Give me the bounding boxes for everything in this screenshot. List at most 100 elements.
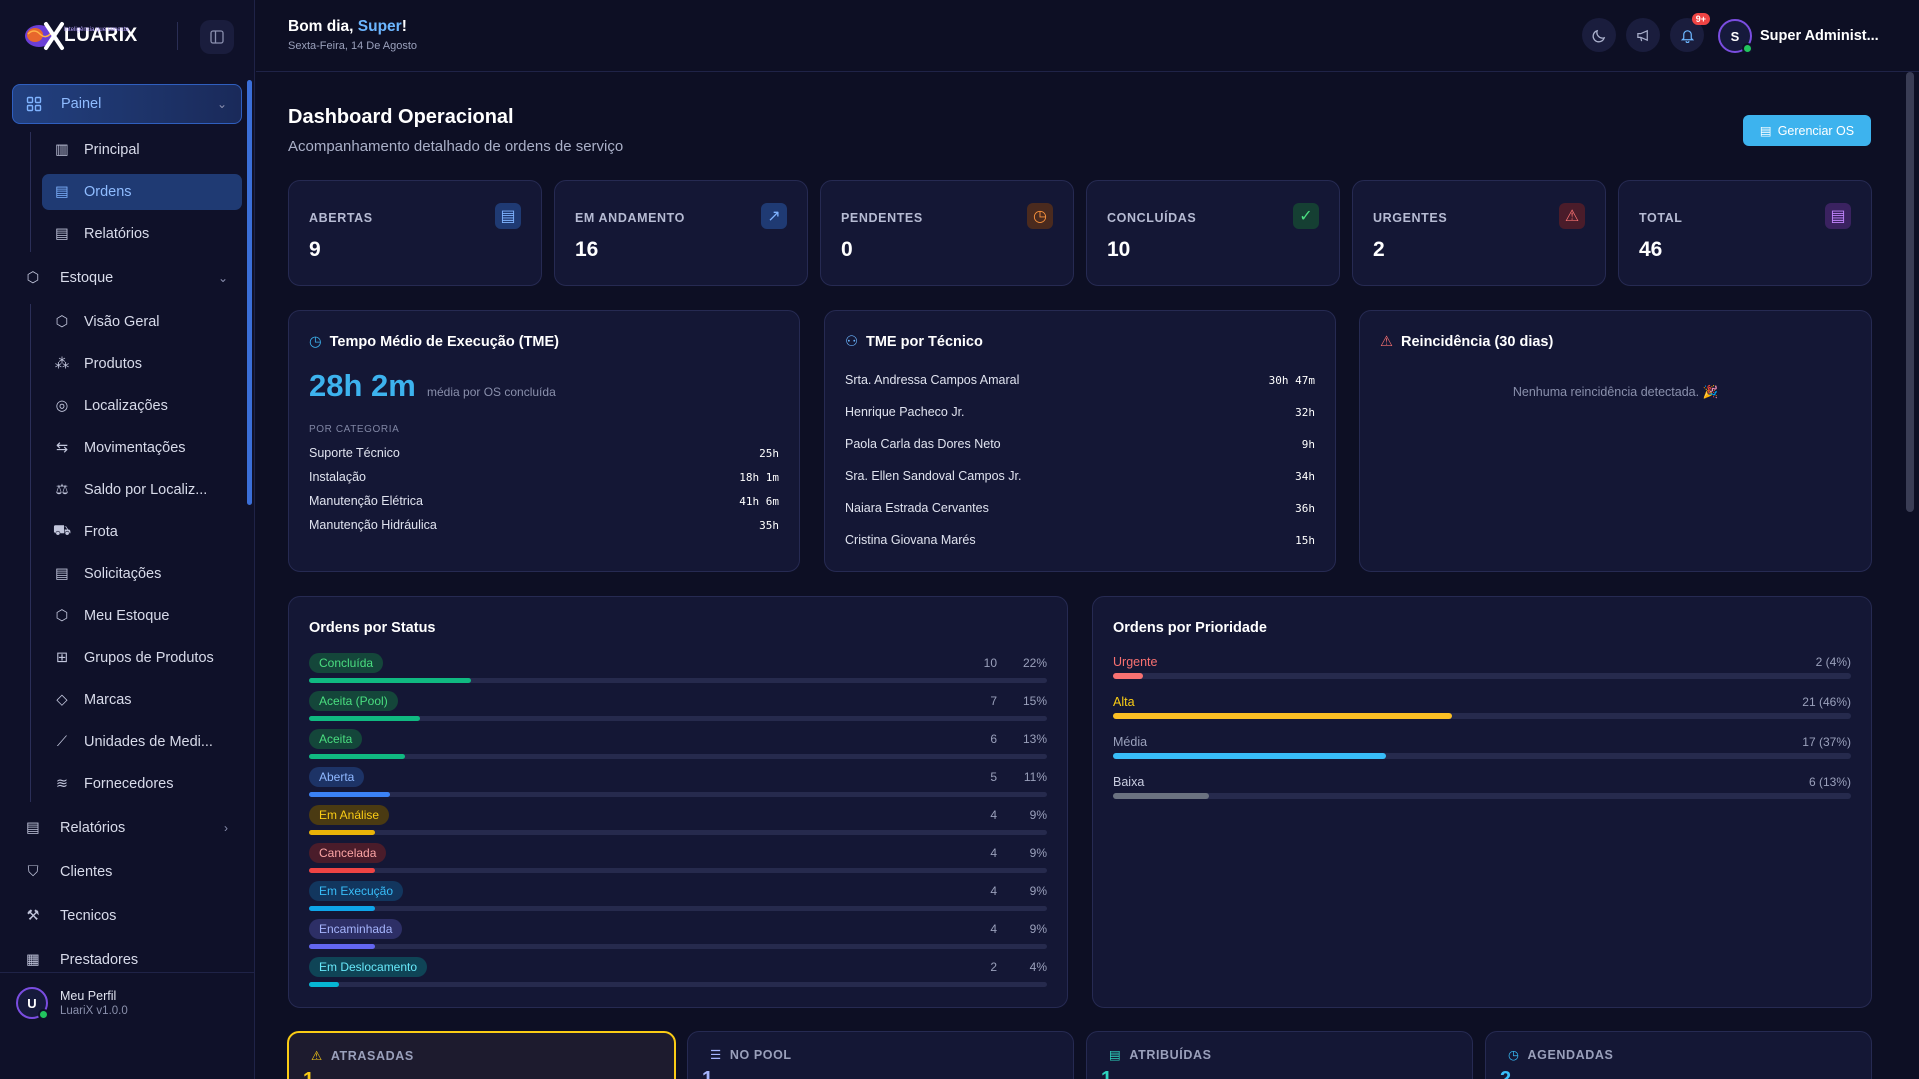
progress-track — [309, 868, 1047, 873]
user-menu[interactable]: Super Administ... — [1760, 28, 1879, 44]
technician-name: Paola Carla das Dores Neto — [845, 437, 1001, 451]
manage-os-label: Gerenciar OS — [1777, 123, 1855, 138]
status-row: Concluída 10 22% — [309, 653, 1047, 687]
sidebar-item-ordens[interactable]: ▤ Ordens — [42, 174, 242, 210]
avatar: U — [16, 987, 49, 1020]
stat-value: 16 — [575, 238, 599, 261]
sidebar-scrollbar[interactable] — [247, 80, 252, 505]
theme-toggle-button[interactable] — [1582, 18, 1616, 52]
greeting-suffix: ! — [401, 18, 407, 35]
stat-card-pendentes[interactable]: PENDENTES 0 ◷ — [820, 180, 1074, 286]
category-name: Manutenção Elétrica — [309, 494, 423, 508]
sidebar-item-label: Solicitações — [84, 566, 162, 582]
card-agendadas[interactable]: ◷ AGENDADAS 2 — [1485, 1031, 1872, 1079]
status-count: 5 — [990, 770, 997, 784]
sidebar-item-label: Ordens — [84, 184, 132, 200]
priority-chart-title: Ordens por Prioridade — [1113, 620, 1267, 636]
map-pin-icon: ◎ — [55, 398, 69, 414]
stat-card-concluidas[interactable]: CONCLUÍDAS 10 ✓ — [1086, 180, 1340, 286]
status-row: Aberta 5 11% — [309, 767, 1047, 801]
status-pill: Aceita (Pool) — [309, 691, 398, 711]
progress-track — [309, 678, 1047, 683]
progress-track — [309, 716, 1047, 721]
reincidencia-title: ⚠ Reincidência (30 dias) — [1380, 334, 1553, 350]
brand-logo[interactable]: LUARIX — [22, 18, 138, 54]
page-scrollbar[interactable] — [1906, 72, 1914, 512]
stat-card-abertas[interactable]: ABERTAS 9 ▤ — [288, 180, 542, 286]
announcements-button[interactable] — [1626, 18, 1660, 52]
profile-link[interactable]: U Meu Perfil LuariX v1.0.0 — [0, 972, 255, 1032]
status-pill: Aceita — [309, 729, 363, 749]
sidebar-item-visao-geral[interactable]: ⬡ Visão Geral — [42, 304, 242, 340]
sidebar-item-meu-estoque[interactable]: ⬡ Meu Estoque — [42, 598, 242, 634]
sidebar-item-prestadores[interactable]: ▦ Prestadores — [12, 942, 242, 978]
sidebar-item-unidades[interactable]: ⟋ Unidades de Medi... — [42, 724, 242, 760]
stat-card-em-andamento[interactable]: EM ANDAMENTO 16 ↗ — [554, 180, 808, 286]
greeting-prefix: Bom dia, — [288, 18, 358, 35]
notifications-button[interactable]: 9+ — [1670, 13, 1710, 52]
clipboard-icon: ▤ — [55, 566, 69, 582]
brand-tagline: Inteligência que conecta — [64, 27, 129, 33]
group-icon: ⊞ — [55, 650, 69, 666]
progress-track — [309, 906, 1047, 911]
stat-value: 46 — [1639, 238, 1663, 261]
divider — [177, 22, 178, 50]
sidebar-item-marcas[interactable]: ◇ Marcas — [42, 682, 242, 718]
sidebar-item-fornecedores[interactable]: ≋ Fornecedores — [42, 766, 242, 802]
sidebar-item-produtos[interactable]: ⁂ Produtos — [42, 346, 242, 382]
collapse-sidebar-button[interactable] — [200, 20, 234, 54]
list-item: Srta. Andressa Campos Amaral 30h 47m — [845, 371, 1315, 389]
brain-icon — [22, 18, 64, 54]
progress-track — [309, 982, 1047, 987]
stat-card-total[interactable]: TOTAL 46 ▤ — [1618, 180, 1872, 286]
status-count: 10 — [983, 656, 997, 670]
priority-row: Urgente 2 (4%) — [1113, 655, 1851, 689]
sidebar-item-localizacoes[interactable]: ◎ Localizações — [42, 388, 242, 424]
technician-tme: 32h — [1295, 405, 1315, 419]
priority-chart-card: Ordens por Prioridade Urgente 2 (4%) Alta 2… — [1092, 596, 1872, 1008]
user-avatar[interactable]: S — [1718, 19, 1753, 54]
stat-label: ABERTAS — [309, 211, 373, 225]
sidebar: LUARIX Inteligência que conecta Painel ⌄… — [0, 0, 255, 1079]
sidebar-item-tecnicos[interactable]: ⚒ Tecnicos — [12, 898, 242, 934]
stat-card-urgentes[interactable]: URGENTES 2 ⚠ — [1352, 180, 1606, 286]
sidebar-item-painel[interactable]: Painel ⌄ — [12, 84, 242, 124]
sidebar-item-label: Unidades de Medi... — [84, 734, 213, 750]
wrench-icon: ⚒ — [26, 908, 40, 924]
status-percent: 9% — [1029, 884, 1047, 898]
sidebar-item-grupos[interactable]: ⊞ Grupos de Produtos — [42, 640, 242, 676]
card-atribuidas[interactable]: ▤ ATRIBUÍDAS 1 — [1086, 1031, 1473, 1079]
technician-tme: 36h — [1295, 501, 1315, 515]
manage-os-button[interactable]: ▤ Gerenciar OS — [1743, 115, 1871, 146]
avatar-initial: U — [27, 995, 37, 1011]
sidebar-item-estoque[interactable]: ⬡ Estoque ⌄ — [12, 260, 242, 296]
progress-fill — [309, 678, 472, 683]
status-pill: Em Deslocamento — [309, 957, 428, 977]
list-item: Manutenção Elétrica 41h 6m — [309, 492, 779, 510]
empty-state: Nenhuma reincidência detectada. 🎉 — [1512, 385, 1719, 399]
category-value: 35h — [759, 518, 779, 532]
priority-label: Urgente — [1113, 655, 1158, 669]
layers-icon: ≋ — [55, 776, 69, 792]
alert-triangle-icon: ⚠ — [1380, 334, 1393, 350]
status-row: Cancelada 4 9% — [309, 843, 1047, 877]
card-atrasadas[interactable]: ⚠ ATRASADAS 1 — [287, 1031, 676, 1079]
sidebar-item-principal[interactable]: ▥ Principal — [42, 132, 242, 168]
progress-fill — [309, 830, 376, 835]
sidebar-item-label: Tecnicos — [60, 908, 117, 924]
status-count: 4 — [990, 846, 997, 860]
card-no-pool[interactable]: ☰ NO POOL 1 — [687, 1031, 1074, 1079]
sidebar-item-solicitacoes[interactable]: ▤ Solicitações — [42, 556, 242, 592]
page-subtitle: Acompanhamento detalhado de ordens de se… — [288, 138, 624, 155]
progress-track — [309, 944, 1047, 949]
sidebar-item-saldo[interactable]: ⚖ Saldo por Localiz... — [42, 472, 242, 508]
progress-fill — [1113, 713, 1453, 719]
sidebar-item-movimentacoes[interactable]: ⇆ Movimentações — [42, 430, 242, 466]
sidebar-item-relatorios[interactable]: ▤ Relatórios › — [12, 810, 242, 846]
status-count: 4 — [990, 922, 997, 936]
clock-icon: ◷ — [1508, 1048, 1520, 1062]
sidebar-item-clientes[interactable]: ⛉ Clientes — [12, 854, 242, 890]
sidebar-item-frota[interactable]: ⛟ Frota — [42, 514, 242, 550]
sidebar-item-relatorios-painel[interactable]: ▤ Relatórios — [42, 216, 242, 252]
category-heading: POR CATEGORIA — [309, 424, 400, 435]
